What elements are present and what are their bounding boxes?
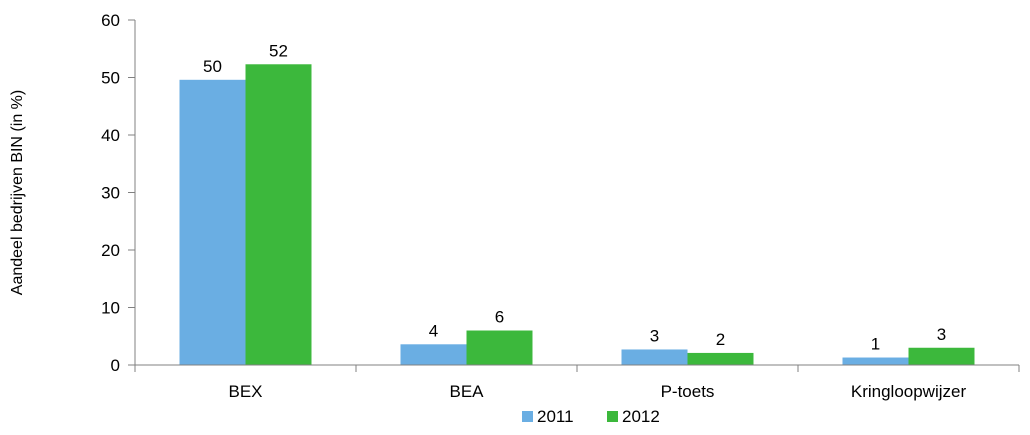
y-axis-ticks: 0 10 20 30 40 50 60 (101, 11, 135, 375)
y-tick-label: 0 (111, 356, 120, 375)
legend-swatch-2012 (607, 411, 618, 422)
bar-2012-bex (245, 64, 312, 366)
legend-label: 2012 (622, 407, 660, 426)
x-category-label: Kringloopwijzer (851, 382, 967, 401)
y-axis-title-group: Aandeel bedrijven BIN (in %) (9, 90, 26, 295)
y-tick-label: 50 (101, 69, 120, 88)
y-tick-label: 30 (101, 184, 120, 203)
y-axis-title: Aandeel bedrijven BIN (in %) (9, 90, 26, 295)
bar-2011-kringloopwijzer (842, 357, 909, 365)
x-category-label: P-toets (661, 382, 715, 401)
y-tick-label: 40 (101, 126, 120, 145)
legend: 2011 2012 (522, 407, 660, 426)
bar-2011-bea (400, 344, 467, 365)
data-label: 52 (269, 41, 288, 60)
data-label: 6 (495, 308, 504, 327)
x-category-label: BEX (228, 382, 262, 401)
data-labels: 50 52 4 6 3 2 1 3 (203, 41, 946, 353)
bar-2012-kringloopwijzer (908, 347, 975, 365)
bar-2011-bex (179, 79, 246, 366)
legend-swatch-2011 (522, 411, 533, 422)
data-label: 1 (871, 335, 880, 354)
data-label: 4 (429, 321, 438, 340)
x-category-label: BEA (449, 382, 484, 401)
bar-2012-bea (466, 330, 533, 365)
data-label: 50 (203, 57, 222, 76)
y-tick-label: 60 (101, 11, 120, 30)
data-label: 2 (716, 330, 725, 349)
data-label: 3 (650, 326, 659, 345)
y-tick-label: 20 (101, 241, 120, 260)
y-tick-label: 10 (101, 299, 120, 318)
bar-2011-p-toets (621, 349, 688, 365)
legend-label: 2011 (537, 407, 574, 426)
x-axis-categories: BEX BEA P-toets Kringloopwijzer (228, 382, 966, 401)
data-label: 3 (937, 325, 946, 344)
bar-2012-p-toets (687, 352, 754, 365)
axes (134, 20, 1020, 372)
bars (179, 64, 975, 366)
